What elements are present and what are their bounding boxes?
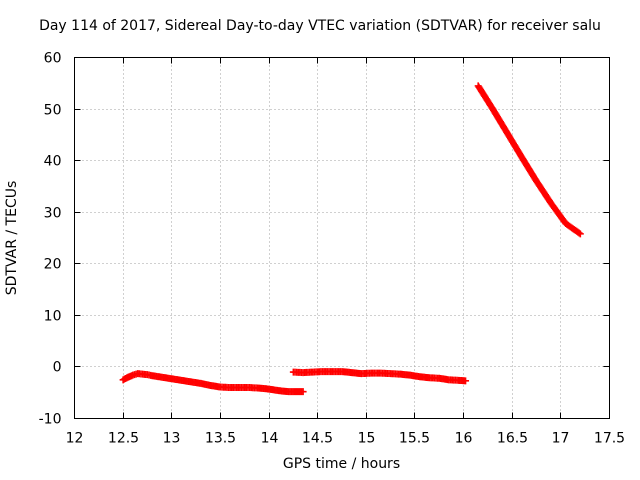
series-segment-1 — [119, 370, 307, 396]
data-points — [119, 82, 584, 396]
x-tick-label: 13.5 — [205, 431, 236, 447]
data-point — [576, 230, 584, 238]
x-tick-label: 14.5 — [302, 431, 333, 447]
y-tick-label: 10 — [44, 309, 62, 325]
x-tick-label: 14 — [261, 431, 279, 447]
y-tick-labels: -10 0 10 20 30 40 50 60 — [39, 51, 62, 428]
x-tick-label: 17.5 — [594, 431, 625, 447]
y-axis-label: SDTVAR / TECUs — [4, 180, 20, 296]
data-point — [462, 377, 470, 385]
x-tick-label: 12.5 — [108, 431, 139, 447]
x-tick-label: 15.5 — [399, 431, 430, 447]
x-tick-label: 16.5 — [497, 431, 528, 447]
x-axis-label: GPS time / hours — [282, 456, 401, 472]
series-segment-3 — [474, 82, 584, 238]
x-tick-label: 13 — [163, 431, 181, 447]
y-tick-label: 40 — [44, 154, 62, 170]
x-tick-label: 17 — [552, 431, 570, 447]
plot-frame — [74, 57, 610, 419]
grid — [74, 57, 610, 419]
x-tick-label: 12 — [66, 431, 84, 447]
data-point — [299, 388, 307, 396]
x-tick-labels: 12 12.5 13 13.5 14 14.5 15 15.5 16 16.5 17 17.5 — [66, 431, 626, 447]
x-tick-label: 16 — [455, 431, 473, 447]
axis-ticks — [74, 57, 610, 419]
x-tick-label: 15 — [358, 431, 376, 447]
y-tick-label: 20 — [44, 257, 62, 273]
y-tick-label: 0 — [53, 360, 62, 376]
y-tick-label: -10 — [39, 412, 62, 428]
data-point — [575, 229, 583, 237]
y-tick-label: 30 — [44, 206, 62, 222]
series-segment-2 — [289, 368, 470, 385]
chart-title: Day 114 of 2017, Sidereal Day-to-day VTE… — [39, 18, 601, 34]
y-tick-label: 60 — [44, 51, 62, 67]
y-tick-label: 50 — [44, 103, 62, 119]
